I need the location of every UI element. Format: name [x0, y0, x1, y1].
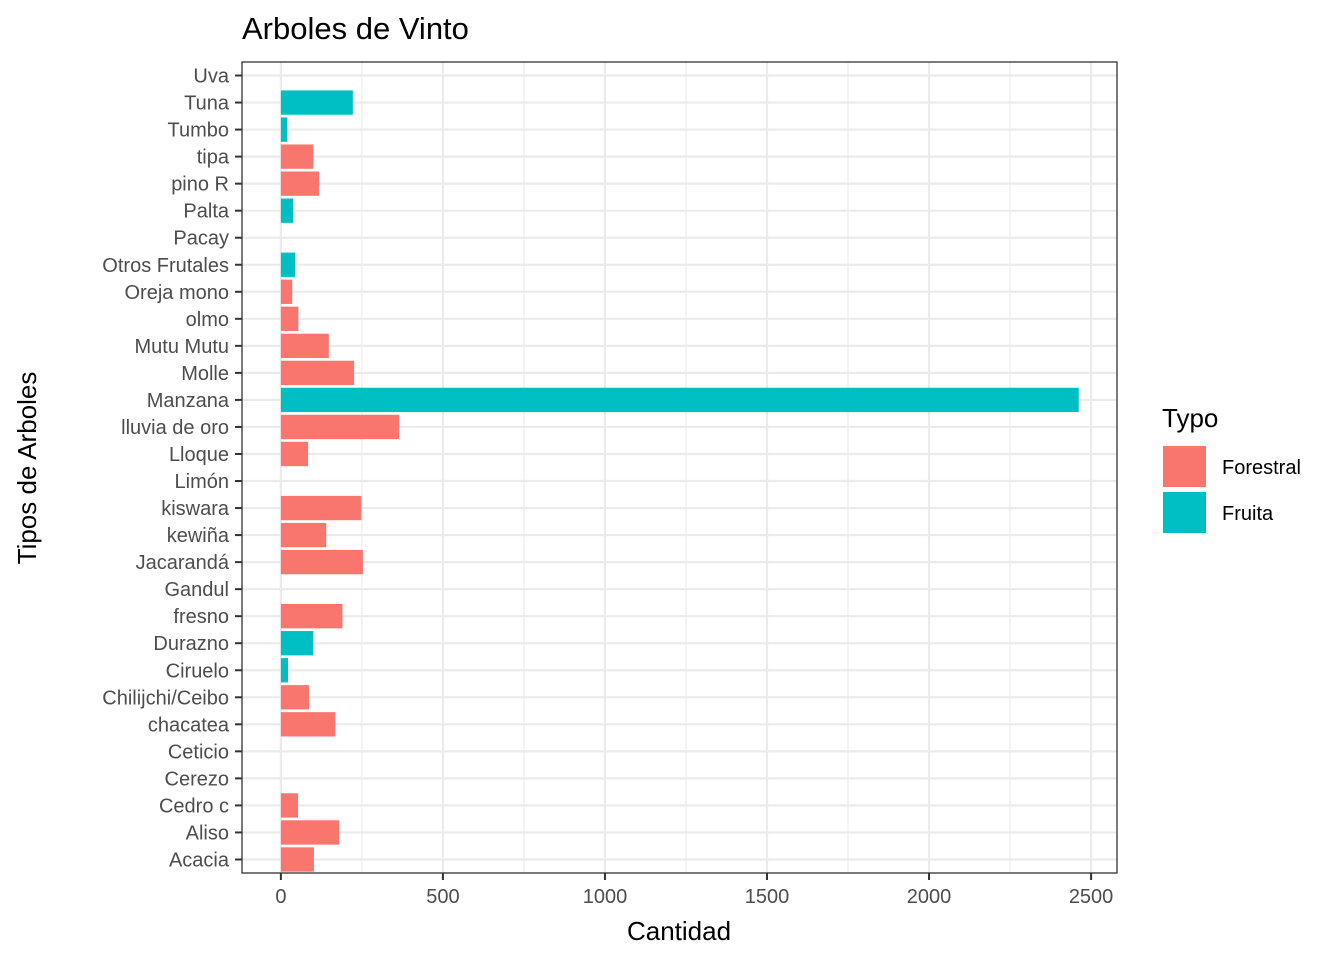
x-tick-label: 500 [426, 886, 459, 908]
x-tick-label: 0 [275, 886, 286, 908]
bar [280, 522, 327, 548]
y-axis: Acacia Aliso Cedro c Cerezo Ceticio chacatea C… [102, 66, 242, 871]
y-tick-label: Limón [175, 471, 229, 493]
legend-swatch [1163, 492, 1206, 533]
y-tick-label: pino R [171, 174, 229, 196]
y-tick-label: Aliso [186, 822, 229, 844]
y-tick-label: Acacia [169, 849, 230, 871]
chart-title: Arboles de Vinto [242, 11, 469, 46]
bar [280, 441, 309, 467]
x-tick-label: 1000 [583, 886, 628, 908]
bar [280, 793, 299, 818]
bar [280, 495, 362, 521]
bar [280, 549, 363, 575]
y-tick-label: Cedro c [159, 795, 229, 817]
y-tick-label: kiswara [161, 498, 230, 520]
bar [280, 847, 314, 872]
x-tick-label: 2000 [907, 886, 952, 908]
bar [280, 387, 1079, 413]
bars [280, 90, 1079, 872]
x-tick-label: 2500 [1069, 886, 1114, 908]
y-tick-label: Ciruelo [166, 660, 229, 682]
legend-label: Fruita [1222, 503, 1274, 525]
y-tick-label: Tumbo [167, 120, 229, 142]
y-tick-label: Pacay [173, 228, 229, 250]
x-tick-label: 1500 [745, 886, 790, 908]
y-tick-label: Otros Frutales [102, 255, 229, 277]
y-tick-label: Gandul [165, 579, 230, 601]
y-tick-label: Chilijchi/Ceibo [102, 687, 229, 709]
y-tick-label: kewiña [167, 525, 230, 547]
bar [280, 252, 296, 277]
bar [280, 306, 299, 331]
bar [280, 117, 288, 142]
y-tick-label: Tuna [184, 93, 230, 115]
bar [280, 360, 355, 386]
plot-panel-border [241, 61, 1118, 874]
y-tick-label: chacatea [148, 714, 230, 736]
y-tick-label: Cerezo [165, 768, 229, 790]
bar [280, 333, 329, 359]
bar [280, 414, 400, 440]
y-tick-label: Oreja mono [125, 282, 230, 304]
y-tick-label: Durazno [153, 633, 229, 655]
grid [242, 62, 1117, 873]
y-tick-label: Manzana [147, 390, 230, 412]
y-tick-label: Ceticio [168, 741, 229, 763]
y-tick-label: Uva [193, 66, 229, 88]
y-tick-label: olmo [186, 309, 229, 331]
bar [280, 820, 340, 845]
bar [280, 685, 310, 710]
bar [280, 171, 320, 196]
bar [280, 658, 289, 683]
y-tick-label: fresno [173, 606, 229, 628]
y-tick-label: Lloque [169, 444, 229, 466]
x-axis-title: Cantidad [627, 916, 731, 946]
legend-label: Forestral [1222, 457, 1301, 479]
bar [280, 631, 314, 656]
y-axis-title: Tipos de Arboles [12, 372, 42, 565]
bar [280, 144, 314, 169]
legend: Typo Forestral Fruita [1162, 403, 1301, 533]
y-tick-label: Molle [181, 363, 229, 385]
x-axis: 0 500 1000 1500 2000 2500 [275, 873, 1113, 908]
y-tick-label: Mutu Mutu [135, 336, 229, 358]
y-tick-label: Jacarandá [136, 552, 230, 574]
y-tick-label: lluvia de oro [121, 417, 229, 439]
legend-title: Typo [1162, 403, 1218, 433]
bar [280, 604, 343, 629]
y-tick-label: Palta [183, 201, 229, 223]
bar [280, 712, 336, 737]
legend-swatch [1163, 446, 1206, 487]
bar [280, 90, 353, 115]
bar [280, 198, 294, 223]
y-tick-label: tipa [197, 147, 230, 169]
bar [280, 279, 293, 304]
